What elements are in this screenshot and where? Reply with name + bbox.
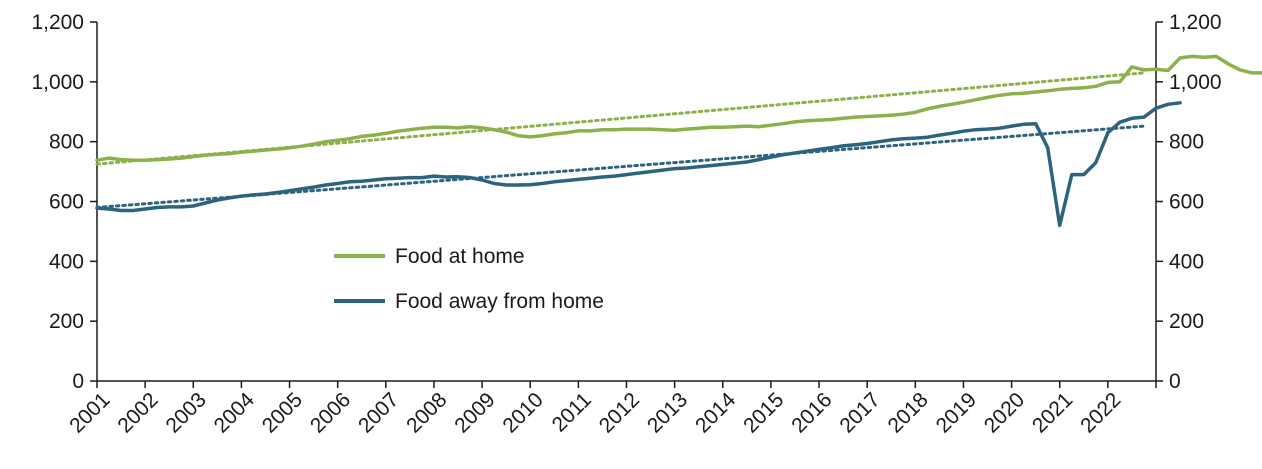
y-tick-label-left: 200 bbox=[49, 310, 84, 333]
x-tick-label: 2020 bbox=[980, 388, 1029, 437]
x-tick-label: 2010 bbox=[498, 388, 547, 437]
y-tick-label-right: 200 bbox=[1169, 310, 1204, 333]
y-tick-label-right: 400 bbox=[1169, 250, 1204, 273]
x-tick-label: 2007 bbox=[354, 388, 403, 437]
x-tick-label: 2014 bbox=[691, 388, 741, 438]
x-tick-label: 2015 bbox=[739, 388, 788, 437]
x-tick-label: 2009 bbox=[450, 388, 499, 437]
x-tick-label: 2012 bbox=[595, 388, 644, 437]
y-tick-label-left: 1,200 bbox=[31, 11, 84, 34]
x-tick-label: 2001 bbox=[65, 388, 114, 437]
y-tick-label-right: 0 bbox=[1169, 370, 1181, 393]
y-tick-label-right: 800 bbox=[1169, 131, 1204, 154]
legend-label-food-away-from-home: Food away from home bbox=[395, 290, 604, 313]
y-tick-label-right: 1,000 bbox=[1169, 71, 1222, 94]
x-tick-label: 2018 bbox=[884, 388, 933, 437]
y-tick-label-right: 600 bbox=[1169, 191, 1204, 214]
series-lines bbox=[95, 54, 1262, 228]
x-tick-label: 2022 bbox=[1076, 388, 1125, 437]
x-tick-label: 2019 bbox=[932, 388, 981, 437]
x-tick-label: 2006 bbox=[306, 388, 355, 437]
trendlines bbox=[95, 71, 1146, 209]
y-tick-label-right: 1,200 bbox=[1169, 11, 1222, 34]
x-tick-label: 2021 bbox=[1028, 388, 1077, 437]
x-tick-label: 2016 bbox=[787, 388, 836, 437]
x-tick-label: 2003 bbox=[162, 388, 211, 437]
x-tick-label: 2008 bbox=[402, 388, 451, 437]
legend-label-food-at-home: Food at home bbox=[395, 245, 525, 268]
x-tick-label: 2011 bbox=[548, 388, 596, 436]
series-line-food-away-from-home bbox=[95, 101, 1182, 228]
legend: Food at home Food away from home bbox=[334, 245, 604, 313]
series-line-food-at-home bbox=[95, 54, 1262, 162]
y-tick-label-left: 600 bbox=[49, 191, 84, 214]
y-tick-label-left: 1,000 bbox=[31, 71, 84, 94]
x-tick-label: 2002 bbox=[113, 388, 162, 437]
y-tick-label-left: 800 bbox=[49, 131, 84, 154]
y-tick-label-left: 400 bbox=[49, 250, 84, 273]
x-tick-label: 2005 bbox=[258, 388, 307, 437]
axes: 0 0 200 200 400 400 600 600 800 800 1,000 1,000 1,20… bbox=[31, 11, 1221, 438]
x-tick-label: 2004 bbox=[210, 388, 260, 438]
y-tick-label-left: 0 bbox=[72, 370, 84, 393]
x-tick-label: 2013 bbox=[643, 388, 692, 437]
x-tick-label: 2017 bbox=[835, 388, 884, 437]
